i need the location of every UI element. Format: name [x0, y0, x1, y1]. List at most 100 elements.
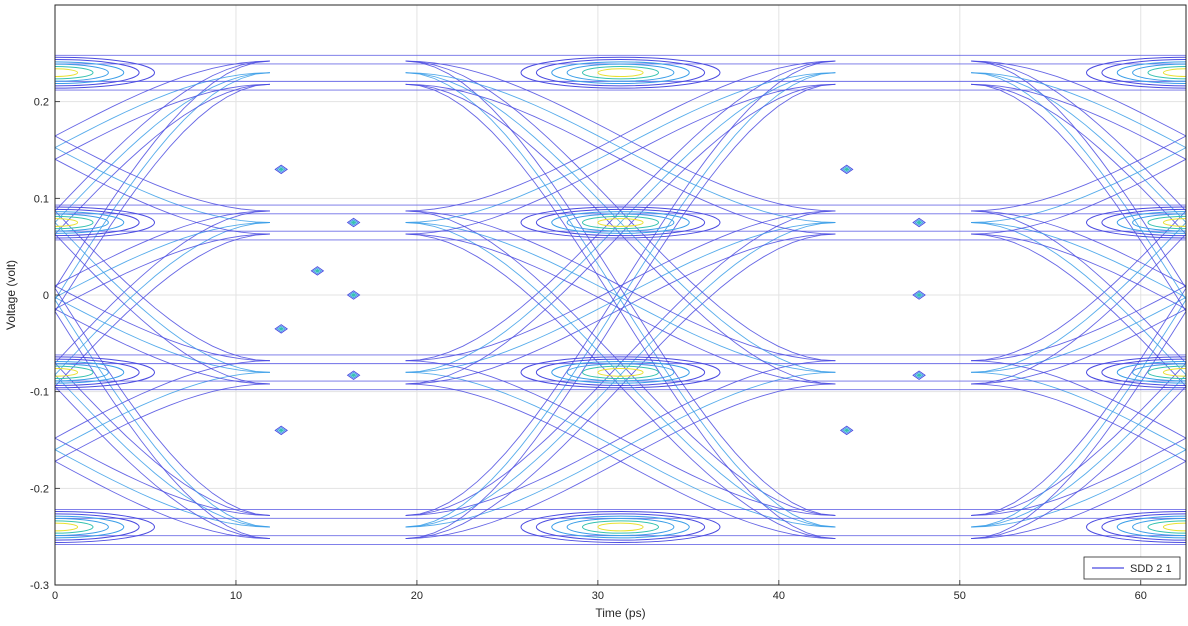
transition-trace-15 [55, 83, 270, 235]
y-axis-title: Voltage (volt) [4, 260, 18, 330]
transition-trace-81 [971, 383, 1186, 462]
crossing-marker-8-2 [916, 220, 922, 225]
level-contour-1-3-2 [551, 61, 690, 84]
level-contour-0-3-5 [55, 68, 79, 78]
crossing-marker-0-0 [274, 164, 288, 175]
level-contour-0-0-5 [55, 522, 79, 532]
level-contour-2-2-1 [1101, 208, 1186, 237]
level-contour-0-1-3 [55, 363, 109, 382]
crossing-marker-0-2 [278, 167, 284, 172]
level-contour-0-2-1 [55, 208, 140, 237]
transition-trace-84 [971, 308, 1186, 385]
crossing-marker-1-0 [346, 217, 361, 228]
crossing-marker-4-0 [274, 324, 288, 334]
level-contour-1-0-0 [520, 511, 721, 543]
transition-trace-83 [971, 360, 1186, 439]
level-contour-0-1-5 [55, 367, 79, 377]
level-contour-1-1-5 [597, 367, 644, 377]
crossing-marker-4-1 [276, 325, 286, 333]
transition-trace-30 [55, 233, 270, 385]
crossing-marker-10-2 [843, 428, 850, 433]
transition-trace-102 [971, 83, 1186, 235]
level-contour-0-3-3 [55, 63, 109, 82]
crossing-marker-2-2 [314, 268, 321, 273]
transition-trace-78 [971, 310, 1186, 540]
crossing-marker-9-0 [912, 290, 926, 300]
level-contour-0-3-0 [55, 56, 155, 89]
level-contour-0-2-3 [55, 213, 109, 232]
transition-trace-57 [405, 233, 836, 385]
transition-trace-72 [971, 460, 1186, 540]
transition-trace-9 [55, 460, 270, 540]
x-axis-title: Time (ps) [595, 606, 645, 620]
x-tick-label-2: 20 [411, 590, 423, 602]
crossing-marker-8-0 [912, 217, 926, 228]
level-contour-2-3-1 [1101, 59, 1186, 87]
transition-trace-25 [55, 72, 270, 149]
crossing-marker-5-2 [350, 373, 357, 378]
crossing-marker-9-1 [914, 291, 924, 299]
crossing-marker-11-0 [912, 370, 926, 380]
transition-trace-27 [55, 310, 270, 540]
level-contour-2-3-5 [1162, 68, 1186, 78]
crossing-marker-0-1 [276, 165, 286, 173]
level-contour-0-3-1 [55, 59, 140, 87]
level-contour-1-3-0 [520, 56, 721, 89]
level-contour-0-1-1 [55, 358, 140, 386]
x-tick-label-1: 10 [230, 590, 242, 602]
level-contour-0-2-0 [55, 206, 155, 239]
crossing-marker-4-2 [278, 326, 284, 331]
level-contour-2-3-0 [1086, 56, 1186, 89]
crossing-marker-3-1 [348, 291, 359, 299]
crossing-marker-6-0 [274, 425, 288, 436]
level-contour-1-3-3 [566, 63, 675, 82]
y-tick-label-4: 0.1 [34, 193, 49, 205]
transition-trace-18 [55, 385, 270, 540]
transition-trace-33 [55, 158, 270, 235]
level-contour-1-2-5 [597, 218, 644, 227]
level-contour-0-0-4 [55, 520, 94, 534]
transition-trace-105 [971, 83, 1186, 160]
transition-trace-45 [405, 383, 836, 540]
level-contour-2-1-5 [1162, 367, 1186, 377]
level-contour-2-2-5 [1162, 218, 1186, 227]
transition-trace-3 [55, 233, 270, 388]
crossing-marker-6-2 [278, 428, 284, 433]
level-contour-0-0-0 [55, 511, 155, 543]
x-tick-label-4: 40 [773, 590, 785, 602]
transition-trace-1 [55, 371, 270, 451]
crossing-marker-3-2 [350, 293, 357, 297]
transition-trace-67 [405, 72, 836, 373]
transition-trace-14 [55, 210, 270, 287]
transition-trace-107 [971, 60, 1186, 137]
transition-trace-98 [971, 135, 1186, 212]
transition-trace-34 [55, 147, 270, 223]
y-tick-label-5: 0.2 [34, 97, 49, 109]
crossing-marker-7-2 [843, 167, 850, 172]
level-contour-1-2-2 [551, 211, 690, 234]
level-contour-0-1-4 [55, 365, 94, 380]
transition-trace-90 [971, 233, 1186, 388]
crossing-marker-7-0 [839, 164, 854, 175]
level-contour-1-1-2 [551, 361, 690, 384]
level-contour-1-0-2 [551, 515, 690, 539]
transition-trace-96 [971, 158, 1186, 235]
transition-trace-106 [971, 72, 1186, 149]
level-contour-2-1-4 [1147, 365, 1186, 380]
contour-plot [55, 54, 1186, 545]
level-contour-2-3-4 [1147, 65, 1186, 80]
level-contour-0-0-1 [55, 513, 140, 541]
legend: SDD 2 1 [1083, 556, 1181, 580]
crossing-marker-1-1 [348, 219, 359, 226]
crossing-marker-5-1 [348, 371, 359, 379]
level-contour-1-1-4 [581, 365, 660, 380]
transition-trace-82 [971, 371, 1186, 451]
transition-trace-88 [971, 221, 1186, 373]
x-tick-label-3: 30 [592, 590, 604, 602]
transition-trace-71 [405, 60, 836, 212]
crossing-marker-10-0 [839, 425, 854, 436]
transition-trace-79 [971, 298, 1186, 528]
transition-trace-97 [971, 147, 1186, 223]
level-contour-2-0-0 [1086, 511, 1186, 543]
